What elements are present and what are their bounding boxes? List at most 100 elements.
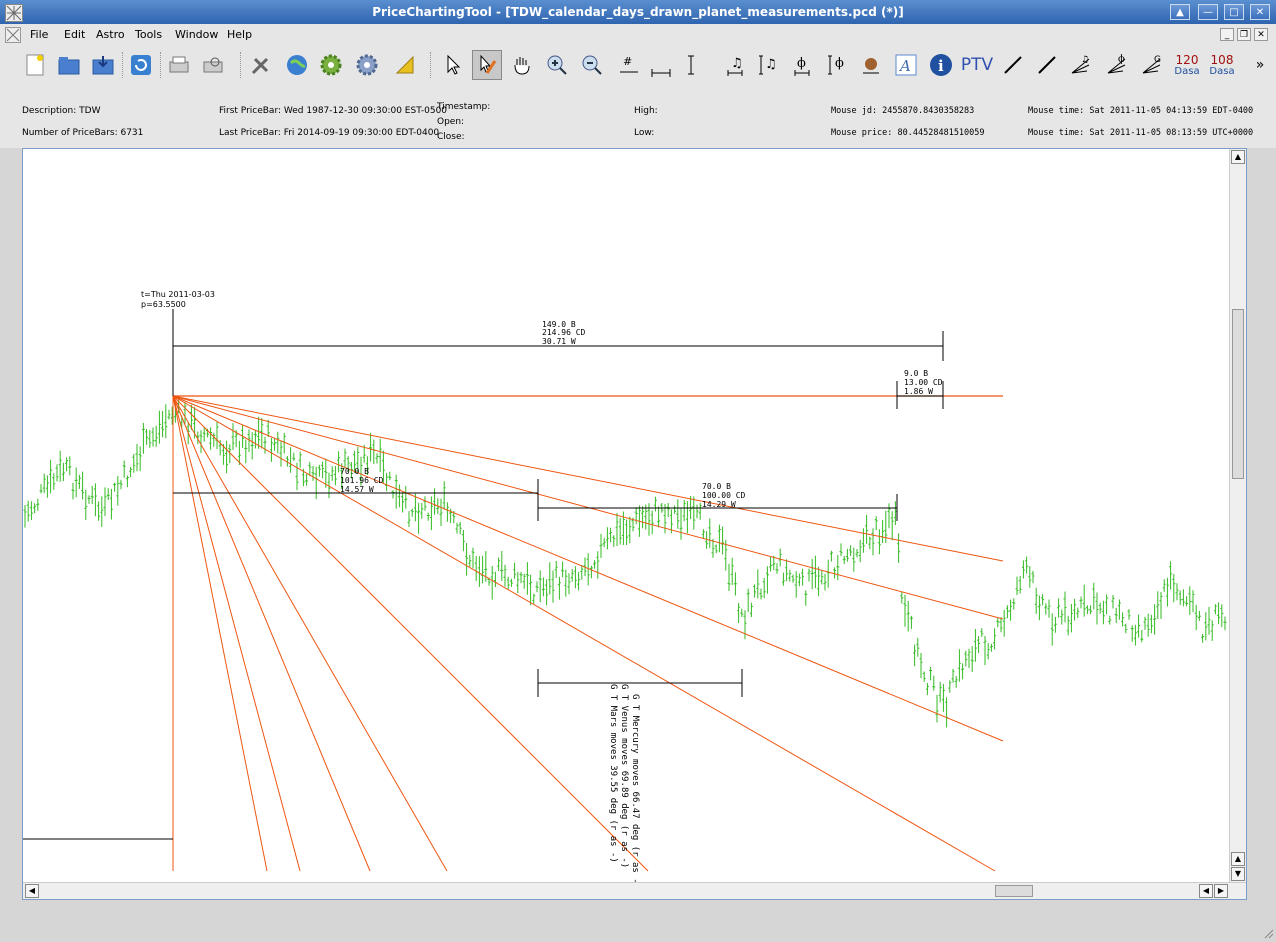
price-bar[interactable] (317, 464, 321, 477)
price-bar[interactable] (647, 503, 651, 536)
price-bar[interactable] (244, 439, 248, 464)
price-bar[interactable] (429, 496, 433, 531)
price-bar[interactable] (676, 499, 680, 529)
price-bar[interactable] (433, 488, 437, 515)
price-bar[interactable] (865, 514, 869, 544)
price-bar[interactable] (148, 430, 152, 448)
mdi-restore-button[interactable]: ❐ (1237, 28, 1251, 41)
price-bar[interactable] (577, 571, 581, 591)
price-bar[interactable] (695, 504, 699, 519)
price-bar[interactable] (679, 508, 683, 540)
menu-help[interactable]: Help (227, 28, 253, 41)
price-bar[interactable] (461, 530, 465, 552)
price-bar[interactable] (458, 522, 462, 535)
price-bar[interactable] (1165, 577, 1169, 607)
price-modal-scale-icon[interactable]: ♫ (753, 50, 783, 80)
price-chart-canvas[interactable]: t=Thu 2011-03-03 p=63.5500 149.0 B 214.9… (23, 149, 1230, 883)
price-bar[interactable] (1105, 594, 1109, 615)
price-bar[interactable] (1217, 602, 1221, 625)
price-bar[interactable] (541, 577, 545, 597)
price-bar[interactable] (36, 498, 40, 511)
info-icon[interactable]: i (926, 50, 956, 80)
price-bar[interactable] (548, 562, 552, 595)
price-bar[interactable] (359, 456, 363, 486)
price-bar[interactable] (1031, 570, 1035, 584)
price-bar[interactable] (356, 446, 360, 473)
price-bar[interactable] (657, 506, 661, 528)
price-bar[interactable] (906, 601, 910, 632)
price-bar[interactable] (87, 495, 91, 504)
price-bar[interactable] (785, 559, 789, 582)
menu-window[interactable]: Window (175, 28, 219, 41)
price-bar[interactable] (801, 568, 805, 586)
price-bar[interactable] (628, 516, 632, 544)
price-bar[interactable] (109, 488, 113, 520)
scroll-up-bottom-button[interactable]: ▲ (1231, 852, 1245, 866)
price-bar[interactable] (132, 454, 136, 473)
horizontal-scroll-thumb[interactable] (995, 885, 1033, 897)
price-bar[interactable] (129, 467, 133, 478)
price-bar[interactable] (263, 436, 267, 454)
price-bar[interactable] (900, 592, 904, 604)
price-bar[interactable] (183, 402, 187, 424)
price-bar[interactable] (247, 429, 251, 452)
price-bar[interactable] (29, 501, 33, 520)
time-modal-scale-icon[interactable]: ♫ (720, 50, 750, 80)
price-bar[interactable] (1021, 560, 1025, 579)
price-bar[interactable] (839, 543, 843, 557)
price-bar[interactable] (749, 602, 753, 617)
price-bar[interactable] (100, 496, 104, 527)
price-bar[interactable] (135, 444, 139, 472)
price-bar[interactable] (1156, 591, 1160, 619)
price-bar[interactable] (666, 503, 670, 517)
price-bar[interactable] (212, 432, 216, 447)
price-bar[interactable] (836, 555, 840, 581)
price-bar[interactable] (673, 505, 677, 514)
price-bar[interactable] (730, 557, 734, 585)
price-bar[interactable] (711, 538, 715, 558)
price-bar[interactable] (311, 466, 315, 481)
price-bar[interactable] (58, 450, 62, 482)
price-bar[interactable] (973, 628, 977, 662)
price-bar[interactable] (1210, 620, 1214, 641)
price-bar[interactable] (580, 565, 584, 580)
price-bar[interactable] (717, 524, 721, 553)
price-bar[interactable] (298, 451, 302, 468)
scroll-up-button[interactable]: ▲ (1231, 150, 1245, 164)
price-bar[interactable] (74, 467, 78, 498)
scroll-down-button[interactable]: ▼ (1231, 867, 1245, 881)
price-bar[interactable] (890, 511, 894, 541)
mdi-window-icon[interactable] (5, 27, 21, 43)
price-bar[interactable] (1197, 610, 1201, 621)
price-bar[interactable] (826, 559, 830, 588)
price-bar[interactable] (1153, 604, 1157, 635)
maximize-button[interactable]: □ (1224, 4, 1244, 20)
price-bar[interactable] (1073, 598, 1077, 621)
price-bar[interactable] (1207, 606, 1211, 635)
price-bar[interactable] (1060, 609, 1064, 625)
price-bar[interactable] (519, 571, 523, 584)
price-bar[interactable] (154, 425, 158, 447)
price-bar[interactable] (161, 411, 165, 438)
price-bar[interactable] (625, 519, 629, 546)
music-fan-tool-icon[interactable]: ♫ (1066, 50, 1096, 80)
price-bar[interactable] (573, 566, 577, 589)
price-bar[interactable] (957, 649, 961, 682)
price-bar[interactable] (1175, 583, 1179, 601)
price-bar[interactable] (77, 474, 81, 489)
price-bar[interactable] (1201, 634, 1205, 643)
price-bar[interactable] (413, 493, 417, 522)
price-bar[interactable] (887, 503, 891, 529)
price-bar[interactable] (909, 615, 913, 629)
price-bar[interactable] (381, 450, 385, 484)
price-bar[interactable] (167, 409, 171, 420)
price-bar[interactable] (1089, 605, 1093, 615)
price-bar[interactable] (820, 570, 824, 585)
price-bar[interactable] (490, 566, 494, 600)
price-bar[interactable] (903, 594, 907, 627)
price-bar[interactable] (93, 483, 97, 517)
price-bar[interactable] (321, 461, 325, 479)
price-bar[interactable] (557, 576, 561, 600)
price-bar[interactable] (945, 697, 949, 728)
price-bar[interactable] (122, 460, 126, 478)
